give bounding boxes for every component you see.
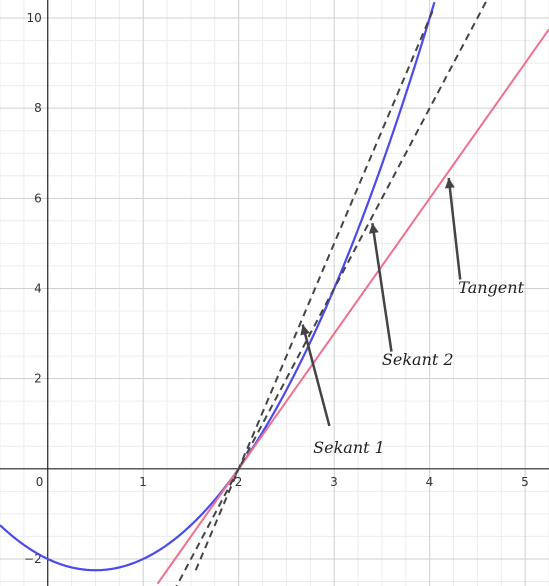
annotation-arrow-shaft [447, 177, 462, 280]
x-tick-label: 5 [521, 475, 529, 489]
tick-labels: 0 1 2 3 4 5 −2 2 4 6 8 10 [24, 11, 529, 566]
secant-line [194, 6, 436, 571]
x-tick-label: 0 [36, 475, 44, 489]
annotation-arrow-head [368, 223, 379, 234]
y-tick-label: −2 [24, 552, 42, 566]
y-tick-label: 4 [34, 281, 42, 295]
annotation-label: Sekant 2 [382, 350, 454, 369]
x-tick-label: 2 [235, 475, 243, 489]
annotation-arrow-shaft [301, 324, 331, 427]
annotation-arrow-head [300, 324, 311, 336]
y-tick-label: 8 [34, 101, 42, 115]
annotation-arrow-head [444, 178, 455, 189]
x-tick-label: 3 [330, 475, 338, 489]
annotations: Tangent Sekant 2 Sekant 1 [300, 177, 525, 457]
y-tick-label: 6 [34, 191, 42, 205]
secant-line [175, 0, 488, 586]
x-tick-label: 1 [139, 475, 147, 489]
parabola-curve [0, 1, 436, 572]
tangent-line [156, 28, 549, 585]
y-tick-label: 10 [26, 11, 41, 25]
y-tick-label: 2 [34, 372, 42, 386]
annotation-label: Tangent [458, 278, 524, 297]
x-tick-label: 4 [426, 475, 434, 489]
annotation-label: Sekant 1 [313, 438, 385, 457]
annotation-arrow-shaft [371, 222, 393, 352]
